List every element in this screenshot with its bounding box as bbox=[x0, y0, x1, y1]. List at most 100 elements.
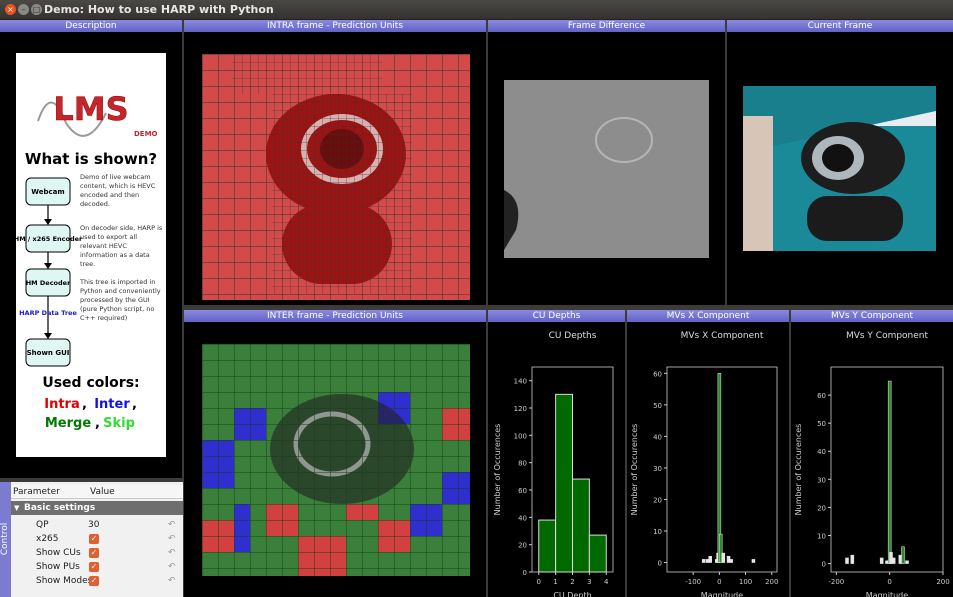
flow-encoder: HM / x265 Encoder bbox=[16, 235, 83, 243]
desc-text-2: On decoder side, HARP is used to export … bbox=[80, 224, 163, 268]
histogram-bar bbox=[701, 559, 706, 563]
chart-title: MVs X Component bbox=[681, 331, 764, 341]
plot-frame bbox=[666, 366, 778, 573]
y-tick-label: 50 bbox=[653, 402, 662, 410]
y-tick-label: 60 bbox=[653, 370, 662, 378]
y-axis-label: Number of Occurences bbox=[493, 424, 502, 516]
reset-icon[interactable]: ↶ bbox=[168, 548, 176, 558]
histogram-bar bbox=[905, 560, 909, 564]
frame-diff-header: Frame Difference bbox=[488, 20, 725, 32]
control-panel: Control Parameter Value ▼ Basic settings… bbox=[0, 482, 183, 597]
show-pus-checkbox[interactable]: ✓ bbox=[89, 562, 99, 572]
show-modes-checkbox[interactable]: ✓ bbox=[89, 576, 99, 586]
svg-text:Intra: Intra bbox=[44, 397, 80, 412]
histogram-bar bbox=[572, 478, 590, 573]
reset-icon[interactable]: ↶ bbox=[168, 562, 176, 572]
param-row[interactable]: Show Modes ✓ ↶ bbox=[36, 576, 176, 586]
x-tick-label: 3 bbox=[587, 578, 591, 586]
x-axis-label: Magnitude bbox=[701, 591, 743, 597]
qp-value[interactable]: 30 bbox=[88, 520, 100, 530]
x-tick-label: 4 bbox=[604, 578, 609, 586]
current-frame-panel: Current Frame bbox=[727, 20, 953, 305]
flow-gui: Shown GUI bbox=[27, 349, 70, 357]
col-parameter: Parameter bbox=[13, 487, 60, 497]
current-frame-image bbox=[743, 86, 936, 251]
param-row[interactable]: Show PUs ✓ ↶ bbox=[36, 562, 176, 572]
reset-icon[interactable]: ↶ bbox=[168, 534, 176, 544]
control-side-tab[interactable]: Control bbox=[0, 482, 11, 597]
used-colors-heading: Used colors: bbox=[42, 375, 139, 391]
intra-panel: INTRA frame - Prediction Units bbox=[184, 20, 486, 305]
window-minimize-button[interactable]: – bbox=[18, 4, 29, 15]
x-tick-label: 0 bbox=[717, 578, 721, 586]
window-close-button[interactable]: × bbox=[5, 4, 16, 15]
histogram-bar bbox=[887, 380, 892, 564]
reset-icon[interactable]: ↶ bbox=[168, 576, 176, 586]
y-tick-label: 20 bbox=[653, 496, 662, 504]
histogram-bar bbox=[850, 554, 855, 564]
group-basic-settings[interactable]: ▼ Basic settings bbox=[11, 501, 183, 515]
cu-depth-panel: CU Depths CU Depths 0 20 40 60 80 100 120 140 0 1 2… bbox=[488, 310, 625, 597]
y-tick-label: 80 bbox=[518, 460, 527, 468]
intra-grid bbox=[202, 54, 470, 300]
color-skip: Skip bbox=[103, 416, 135, 431]
x265-checkbox[interactable]: ✓ bbox=[89, 534, 99, 544]
flow-datatree: HARP Data Tree bbox=[19, 309, 77, 317]
cu-depth-chart: CU Depths 0 20 40 60 80 100 120 140 0 1 2 3 4 CU Depth… bbox=[493, 331, 614, 597]
description-card: LMS DEMO What is shown? Webcam HM / x265… bbox=[14, 53, 166, 457]
histogram-bar bbox=[721, 552, 726, 563]
mvx-chart: MVs X Component 0 10 20 30 40 50 60 -100 0 100 200 M… bbox=[630, 331, 778, 597]
inter-frame-image bbox=[202, 344, 470, 576]
flow-decoder: HM Decoder bbox=[26, 279, 71, 287]
param-row[interactable]: x265 ✓ ↶ bbox=[36, 534, 176, 544]
y-axis-label: Number of Occurences bbox=[794, 424, 803, 516]
param-row[interactable]: Show CUs ✓ ↶ bbox=[36, 548, 176, 558]
current-frame-header: Current Frame bbox=[727, 20, 953, 32]
x-tick-label: 100 bbox=[739, 578, 752, 586]
y-tick-label: 100 bbox=[514, 432, 527, 440]
window-titlebar: × – □ Demo: How to use HARP with Python bbox=[0, 0, 953, 20]
frame-diff-panel: Frame Difference bbox=[488, 20, 725, 305]
y-tick-label: 30 bbox=[653, 465, 662, 473]
y-tick-label: 40 bbox=[653, 433, 662, 441]
y-tick-label: 0 bbox=[523, 569, 527, 577]
logo-sub: DEMO bbox=[134, 130, 158, 138]
color-intra: Intra bbox=[44, 397, 80, 412]
svg-text:,: , bbox=[132, 397, 137, 412]
x-tick-label: -100 bbox=[685, 578, 701, 586]
window-maximize-button[interactable]: □ bbox=[31, 4, 42, 15]
x-axis-label: Magnitude bbox=[866, 591, 908, 597]
y-tick-label: 120 bbox=[514, 405, 527, 413]
flow-webcam: Webcam bbox=[31, 188, 64, 196]
description-header: Description bbox=[0, 20, 182, 32]
x-tick-label: 0 bbox=[537, 578, 541, 586]
histogram-bar bbox=[729, 559, 733, 563]
mvx-header: MVs X Component bbox=[627, 310, 789, 322]
frame-diff-image bbox=[504, 80, 709, 258]
logo-wave-icon bbox=[37, 101, 107, 137]
reset-icon[interactable]: ↶ bbox=[168, 520, 176, 530]
col-value: Value bbox=[90, 487, 115, 497]
inter-header: INTER frame - Prediction Units bbox=[184, 310, 486, 322]
y-tick-label: 10 bbox=[817, 532, 826, 540]
histogram-bar bbox=[891, 557, 896, 564]
histogram-bar bbox=[538, 519, 557, 573]
y-tick-label: 10 bbox=[653, 528, 662, 536]
show-cus-checkbox[interactable]: ✓ bbox=[89, 548, 99, 558]
group-collapse-icon[interactable]: ▼ bbox=[14, 504, 20, 512]
cu-depth-header: CU Depths bbox=[488, 310, 625, 322]
y-tick-label: 20 bbox=[518, 542, 527, 550]
mvy-panel: MVs Y Component MVs Y Component 0 10 20 30 40… bbox=[791, 310, 953, 597]
svg-text:,: , bbox=[82, 397, 87, 412]
y-tick-label: 60 bbox=[817, 392, 826, 400]
chart-title: CU Depths bbox=[549, 331, 597, 341]
histogram-bar bbox=[845, 557, 849, 564]
what-shown-heading: What is shown? bbox=[25, 150, 157, 168]
control-table-header: Parameter Value bbox=[11, 485, 183, 499]
param-row[interactable]: QP 30 ↶ bbox=[36, 520, 176, 530]
y-tick-label: 0 bbox=[658, 560, 662, 568]
histogram-bar bbox=[718, 533, 723, 563]
desc-text-1: Demo of live webcam content, which is HE… bbox=[80, 173, 156, 208]
x-tick-label: 200 bbox=[765, 578, 778, 586]
mvy-header: MVs Y Component bbox=[791, 310, 953, 322]
